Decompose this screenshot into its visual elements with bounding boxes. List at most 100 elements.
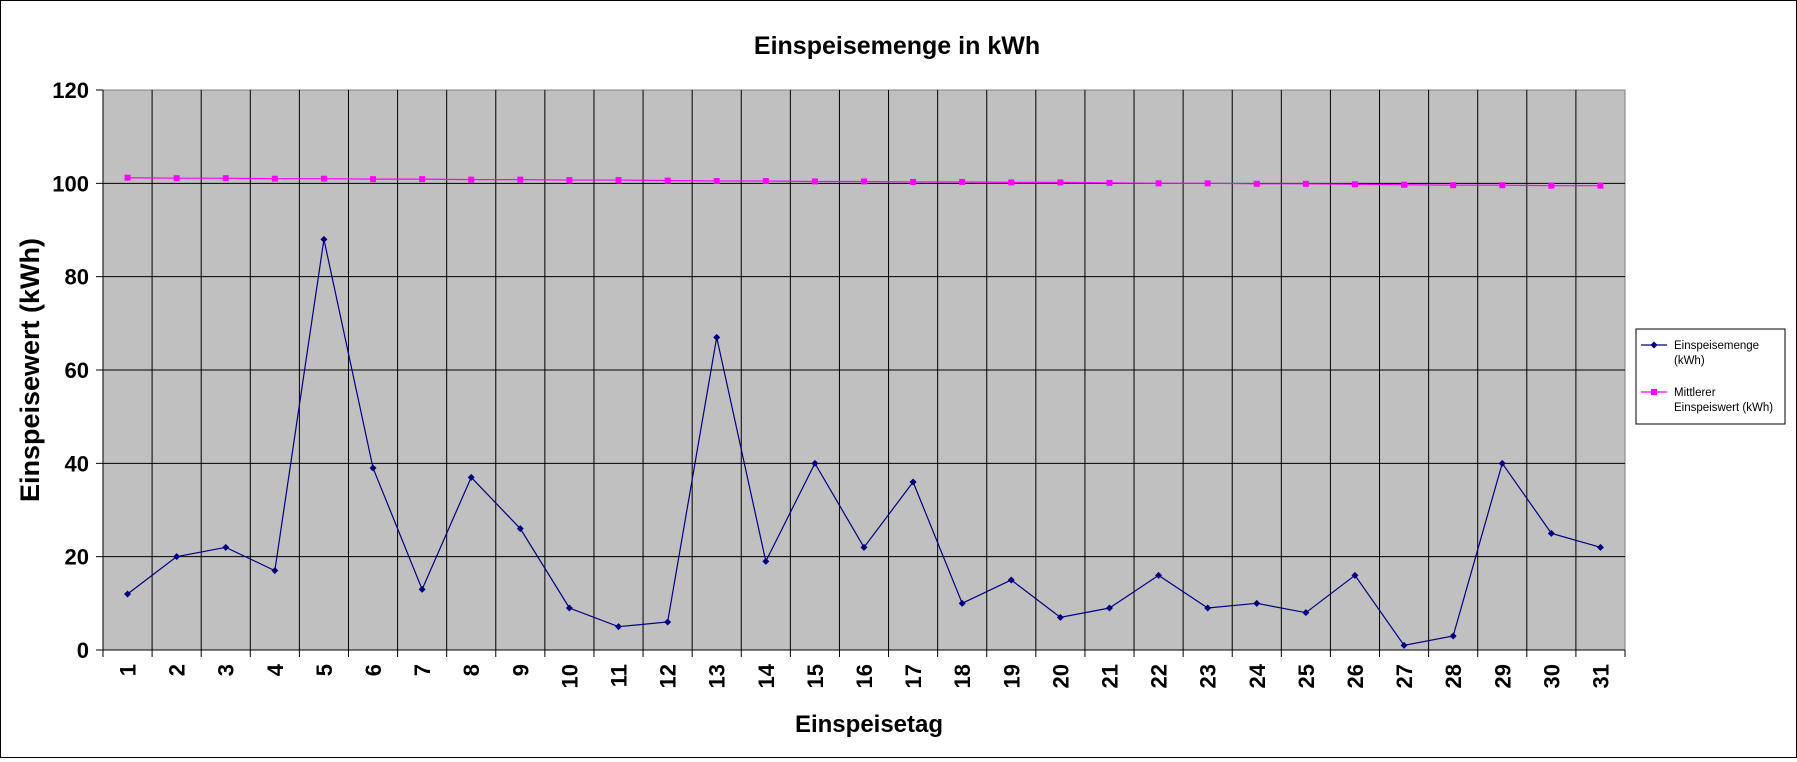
x-tick-label: 6 [361, 664, 386, 676]
data-point [320, 175, 327, 182]
data-point [517, 176, 524, 183]
x-tick-label: 1 [116, 664, 141, 676]
x-tick-label: 22 [1147, 664, 1172, 688]
data-point [271, 175, 278, 182]
data-point [124, 174, 131, 181]
data-point [1204, 604, 1212, 612]
x-tick-label: 9 [508, 664, 533, 676]
data-point [1105, 604, 1113, 612]
x-tick-label: 25 [1294, 664, 1319, 688]
data-point [1155, 571, 1163, 579]
data-point [468, 176, 475, 183]
x-axis: 1 2 3 4 5 6 7 8 9 10 11 12 13 14 15 16 17 18 19 20 21 22 23 24 2… [102, 649, 1626, 688]
data-point [615, 623, 623, 631]
y-tick-label: 60 [65, 358, 89, 383]
legend-label: Einspeisemenge [1674, 340, 1759, 352]
data-point [419, 176, 426, 183]
x-tick-label: 26 [1343, 664, 1368, 688]
data-point [1498, 459, 1506, 467]
chart-title: Einspeisemenge in kWh [754, 32, 1040, 60]
data-point [860, 543, 868, 551]
data-point [1596, 543, 1604, 551]
data-point [1204, 180, 1211, 187]
data-point [1253, 599, 1261, 607]
data-point [1351, 181, 1358, 188]
x-tick-label: 5 [312, 664, 337, 676]
y-tick-label: 0 [77, 638, 89, 663]
x-tick-label: 10 [557, 664, 582, 688]
x-tick-label: 4 [263, 663, 288, 676]
legend-marker [1651, 389, 1657, 395]
x-tick-label: 30 [1539, 664, 1564, 688]
data-point [959, 178, 966, 185]
data-point [1008, 179, 1015, 186]
y-tick-label: 40 [65, 451, 89, 476]
legend-marker [1650, 341, 1658, 349]
data-point [811, 459, 819, 467]
data-point [861, 178, 867, 185]
data-point [1548, 182, 1555, 189]
data-point [1351, 571, 1359, 579]
x-tick-label: 21 [1097, 664, 1122, 688]
data-point [369, 464, 377, 472]
data-point [222, 543, 230, 551]
legend-entries: Einspeisemenge (kWh) Mittlerer Einspeiswert… [1641, 340, 1773, 414]
data-point [516, 525, 524, 533]
data-point [713, 178, 720, 184]
data-point [418, 585, 426, 593]
data-point [1253, 180, 1260, 187]
data-point [173, 553, 181, 561]
series-group [124, 174, 1604, 649]
x-tick-label: 17 [901, 664, 926, 688]
data-point [1547, 529, 1555, 537]
x-tick-label: 16 [852, 664, 877, 688]
data-point [762, 557, 770, 565]
data-point [1450, 182, 1457, 189]
y-tick-label: 100 [52, 171, 89, 196]
x-tick-label: 24 [1245, 663, 1270, 688]
data-point [467, 473, 475, 481]
x-tick-label: 7 [410, 664, 435, 676]
y-tick-label: 80 [65, 265, 89, 290]
x-tick-label: 11 [607, 664, 632, 687]
data-point [762, 178, 769, 184]
data-point [271, 567, 279, 575]
data-point [1302, 180, 1309, 187]
legend-label: Einspeiswert (kWh) [1674, 402, 1773, 414]
x-tick-label: 15 [803, 664, 828, 688]
x-tick-label: 23 [1196, 664, 1221, 688]
x-tick-label: 13 [705, 664, 730, 688]
x-tick-label: 12 [656, 664, 681, 688]
y-tick-label: 120 [52, 78, 89, 103]
data-point [664, 177, 671, 184]
data-point [566, 177, 573, 184]
x-tick-label: 20 [1048, 664, 1073, 688]
data-point [1007, 576, 1015, 584]
x-tick-label: 29 [1490, 664, 1515, 688]
data-point [1155, 180, 1162, 187]
legend-label: Mittlerer [1674, 387, 1716, 399]
x-tick-label: 19 [999, 664, 1024, 688]
data-point [124, 590, 132, 598]
data-point [222, 175, 229, 182]
legend: Einspeisemenge (kWh) Mittlerer Einspeiswert… [1635, 328, 1786, 425]
x-tick-label: 8 [459, 664, 484, 676]
x-tick-label: 3 [214, 664, 239, 676]
y-axis-label: Einspeisewert (kWh) [15, 238, 45, 502]
data-point [713, 333, 721, 341]
data-point [320, 235, 328, 243]
data-point [811, 178, 818, 185]
data-point [173, 175, 180, 182]
data-point [664, 618, 672, 626]
data-point [1449, 632, 1457, 640]
y-tick-label: 20 [65, 545, 89, 570]
x-tick-label: 27 [1392, 664, 1417, 688]
data-point [1302, 609, 1310, 617]
data-point [615, 177, 622, 184]
data-point [1106, 179, 1113, 186]
data-point [565, 604, 573, 612]
data-point [370, 176, 377, 183]
data-point [1057, 179, 1064, 186]
x-tick-label: 2 [165, 664, 190, 676]
